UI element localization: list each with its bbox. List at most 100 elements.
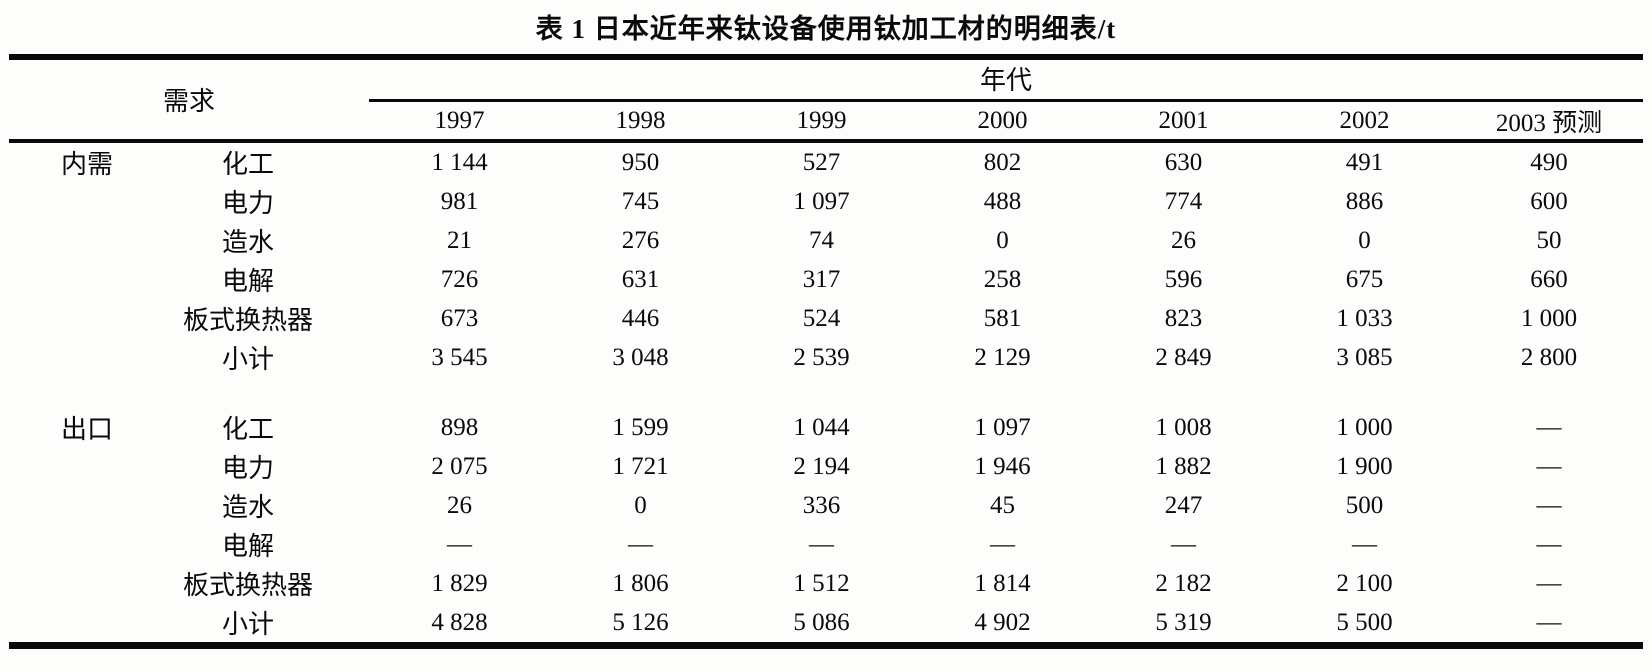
data-cell: — xyxy=(1536,452,1562,480)
data-cell: 1 829 xyxy=(431,569,488,597)
header-group-row: 需求 年代 xyxy=(8,57,1644,143)
table-row: 内需 化工 1 144 950 527 802 630 491 490 xyxy=(9,141,1643,182)
data-cell: — xyxy=(1536,569,1562,597)
row-item-label: 电力 xyxy=(221,189,274,218)
data-cell: 2 539 xyxy=(793,343,850,371)
data-cell: 981 xyxy=(440,187,479,215)
data-cell: 660 xyxy=(1530,265,1568,293)
data-cell: 1 000 xyxy=(1520,304,1578,332)
year-header-row: 1997 1998 1999 2000 2001 2002 2003 预测 xyxy=(9,100,1644,143)
data-cell: 26 xyxy=(1170,226,1196,254)
section-gap-cell xyxy=(9,377,1643,408)
table-row: 板式换热器 1 829 1 806 1 512 1 814 2 182 2 100 — xyxy=(9,564,1643,603)
table-row: 电解 — — — — — — — xyxy=(9,525,1643,564)
data-cell: 898 xyxy=(440,413,479,441)
data-cell: 5 500 xyxy=(1336,608,1393,636)
data-cell: 500 xyxy=(1345,491,1384,519)
section-gap xyxy=(9,377,1643,408)
data-cell: — xyxy=(1536,491,1562,519)
table-row: 板式换热器 673 446 524 581 823 1 033 1 000 xyxy=(9,299,1643,338)
section-label xyxy=(9,486,127,525)
data-cell: 0 xyxy=(996,226,1009,254)
data-cell: 491 xyxy=(1345,148,1384,176)
data-cell: 886 xyxy=(1345,187,1384,215)
data-cell: 488 xyxy=(983,187,1022,215)
data-cell: 673 xyxy=(440,304,479,332)
data-cell: 5 126 xyxy=(612,608,669,636)
data-cell: 2 100 xyxy=(1336,569,1393,597)
data-cell: — xyxy=(1351,530,1377,558)
data-cell: 0 xyxy=(1358,226,1371,254)
year-header: 2000 xyxy=(911,100,1093,143)
data-cell: 258 xyxy=(983,265,1022,293)
data-cell: 490 xyxy=(1530,148,1568,176)
row-item-label: 电解 xyxy=(221,267,274,296)
data-cell: 3 545 xyxy=(431,343,488,371)
year-header: 1999 xyxy=(730,100,912,143)
data-cell: 3 085 xyxy=(1336,343,1393,371)
data-cell: — xyxy=(989,530,1015,558)
data-cell: — xyxy=(446,530,472,558)
table-row: 小计 3 545 3 048 2 539 2 129 2 849 3 085 2 800 xyxy=(9,338,1643,377)
data-cell: 1 900 xyxy=(1336,452,1393,480)
data-cell: 1 882 xyxy=(1155,452,1212,480)
data-cell: 950 xyxy=(621,148,660,176)
row-item-label: 板式换热器 xyxy=(182,306,313,335)
data-cell: 1 721 xyxy=(612,452,669,480)
data-cell: 631 xyxy=(621,265,660,293)
table-row: 出口 化工 898 1 599 1 044 1 097 1 008 1 000 — xyxy=(9,408,1643,447)
data-cell: 745 xyxy=(621,187,660,215)
data-cell: 2 800 xyxy=(1520,343,1578,371)
table-row: 电力 2 075 1 721 2 194 1 946 1 882 1 900 — xyxy=(9,447,1643,486)
data-cell: 45 xyxy=(989,491,1015,519)
data-cell: 1 599 xyxy=(612,413,669,441)
data-cell: 2 194 xyxy=(793,452,850,480)
year-header: 2003 预测 xyxy=(1454,100,1644,143)
data-cell: 726 xyxy=(440,265,479,293)
data-cell: — xyxy=(808,530,834,558)
data-cell: — xyxy=(1536,413,1562,441)
data-cell: 0 xyxy=(634,491,647,519)
section-label xyxy=(9,525,127,564)
section-label xyxy=(9,299,127,338)
row-item-label: 化工 xyxy=(221,415,274,444)
data-cell: 527 xyxy=(802,148,841,176)
data-cell: 5 086 xyxy=(793,608,850,636)
section-label xyxy=(9,338,127,377)
data-cell: 276 xyxy=(621,226,660,254)
table-body: 内需 化工 1 144 950 527 802 630 491 490 电力 981 745 1 097… xyxy=(9,141,1643,646)
data-cell: 1 806 xyxy=(612,569,669,597)
data-cell: 247 xyxy=(1164,491,1203,519)
data-cell: 2 129 xyxy=(974,343,1031,371)
table-header: 需求 年代 1997 1998 1999 2000 2001 2002 2003 预测 xyxy=(8,57,1644,143)
titanium-usage-table: 需求 年代 1997 1998 1999 2000 2001 2002 2003 预测 内需… xyxy=(8,54,1644,649)
row-item-label: 电力 xyxy=(221,454,274,483)
year-header: 1998 xyxy=(549,100,731,143)
section-label xyxy=(9,260,127,299)
section-label xyxy=(9,447,127,486)
data-cell: 802 xyxy=(983,148,1022,176)
row-item-label: 小计 xyxy=(221,345,274,374)
data-cell: 21 xyxy=(446,226,472,254)
table-row: 造水 26 0 336 45 247 500 — xyxy=(9,486,1643,525)
data-cell: 336 xyxy=(802,491,841,519)
data-cell: 1 044 xyxy=(793,413,850,441)
era-group-header: 年代 xyxy=(368,57,1644,102)
table-row: 电解 726 631 317 258 596 675 660 xyxy=(9,260,1643,299)
data-cell: — xyxy=(1536,608,1562,636)
data-cell: 596 xyxy=(1164,265,1203,293)
section-label xyxy=(9,182,127,221)
data-cell: 1 097 xyxy=(974,413,1031,441)
row-item-label: 化工 xyxy=(221,150,274,179)
data-cell: 4 828 xyxy=(431,608,488,636)
data-cell: 74 xyxy=(808,226,834,254)
section-label: 内需 xyxy=(60,150,113,179)
data-cell: 1 946 xyxy=(974,452,1031,480)
data-cell: 50 xyxy=(1536,226,1562,254)
data-cell: 446 xyxy=(621,304,660,332)
data-cell: 3 048 xyxy=(612,343,669,371)
row-item-label: 小计 xyxy=(221,610,274,639)
demand-column-header: 需求 xyxy=(8,57,369,143)
data-cell: 581 xyxy=(983,304,1022,332)
